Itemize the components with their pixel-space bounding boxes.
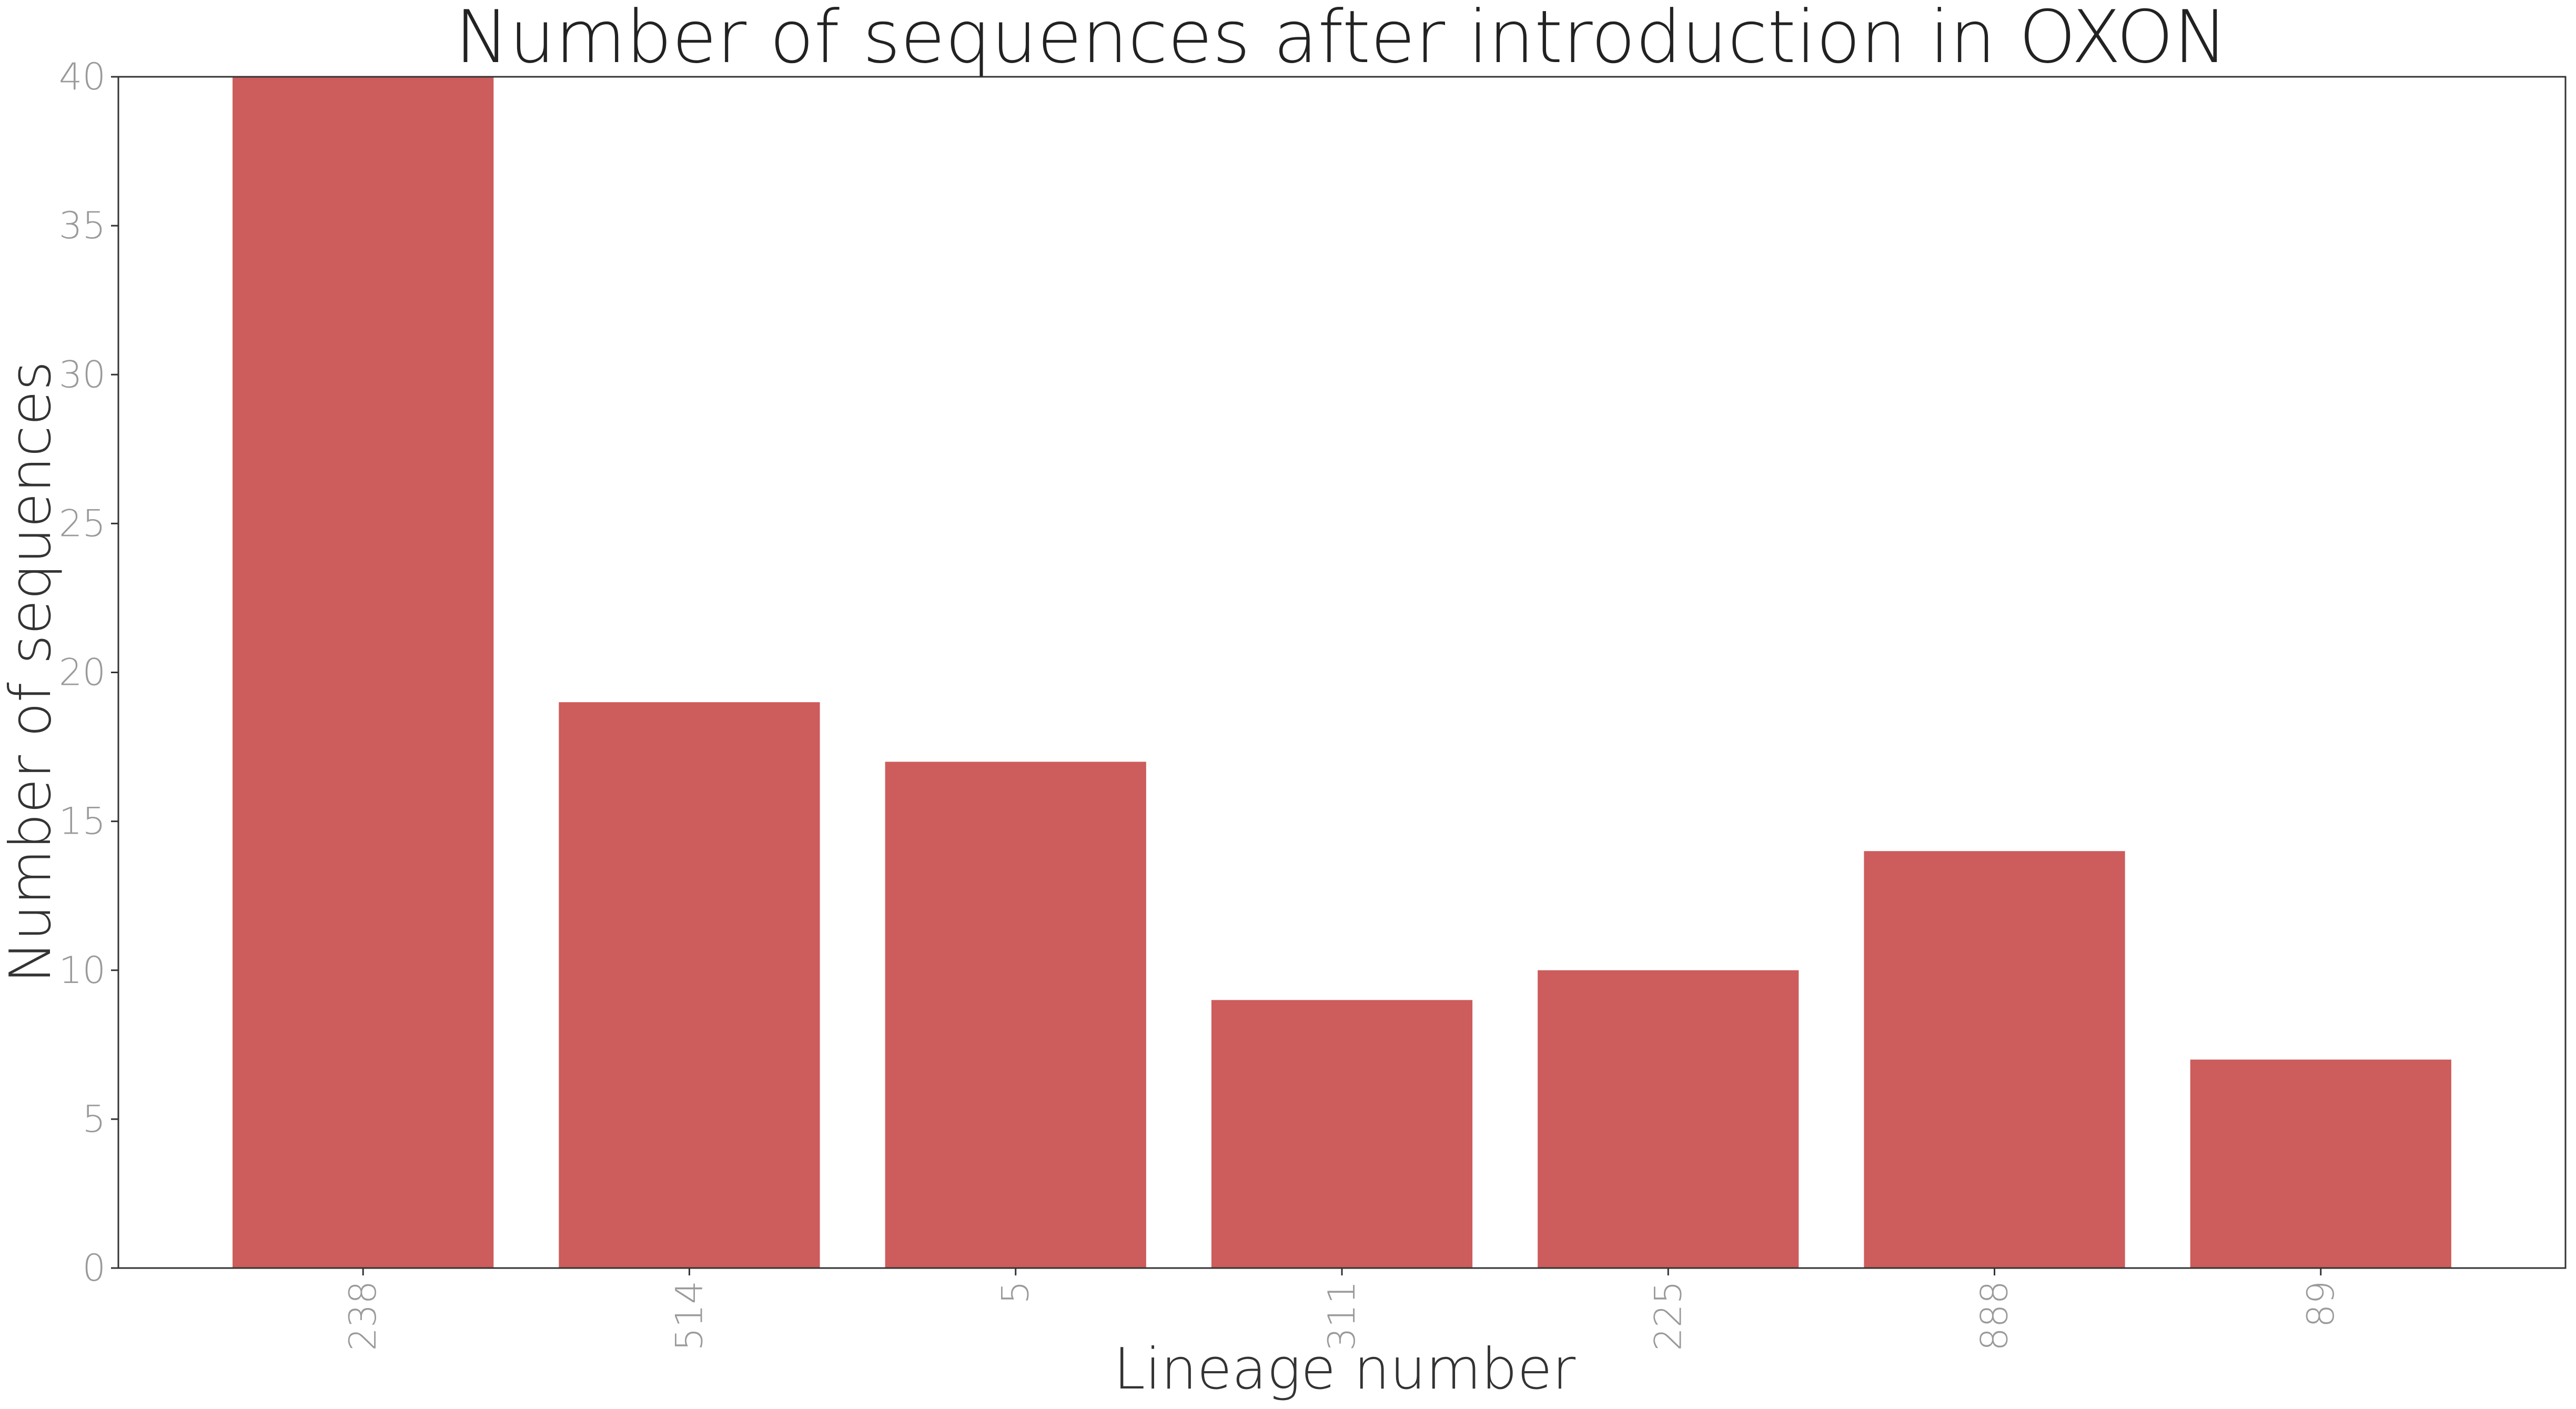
x-tick-label: 5 (994, 1281, 1037, 1304)
y-tick-label: 40 (59, 55, 106, 98)
bar-89 (2190, 1059, 2451, 1268)
plot-frame (117, 76, 2567, 1269)
y-axis-label: Number of sequences (0, 361, 64, 983)
chart-title: Number of sequences after introduction i… (455, 0, 2228, 79)
x-axis-ticks: 238 514 5 311 225 888 89 (341, 1268, 2342, 1351)
y-tick-label: 20 (59, 651, 106, 694)
y-axis-ticks: 0 5 10 15 20 25 30 35 40 (59, 55, 118, 1290)
x-tick-label: 888 (1973, 1281, 2016, 1351)
x-axis-label: Lineage number (1114, 1336, 1576, 1402)
bar-514 (559, 702, 820, 1268)
y-tick-label: 35 (59, 204, 106, 247)
y-tick-label: 30 (59, 353, 106, 396)
y-tick-label: 0 (82, 1246, 106, 1290)
bar-311 (1211, 1000, 1473, 1268)
x-tick-label: 311 (1320, 1281, 1363, 1351)
bar-888 (1864, 851, 2125, 1268)
bar-5 (885, 762, 1146, 1268)
x-tick-label: 238 (341, 1281, 385, 1351)
y-tick-label: 5 (82, 1098, 106, 1141)
y-tick-label: 10 (59, 949, 106, 992)
bar-238 (233, 77, 494, 1268)
bars (233, 77, 2451, 1268)
x-tick-label: 225 (1646, 1281, 1690, 1351)
bar-225 (1538, 970, 1799, 1268)
x-tick-label: 89 (2299, 1281, 2342, 1327)
y-tick-label: 15 (59, 800, 106, 843)
y-tick-label: 25 (59, 502, 106, 545)
x-tick-label: 514 (668, 1281, 711, 1351)
